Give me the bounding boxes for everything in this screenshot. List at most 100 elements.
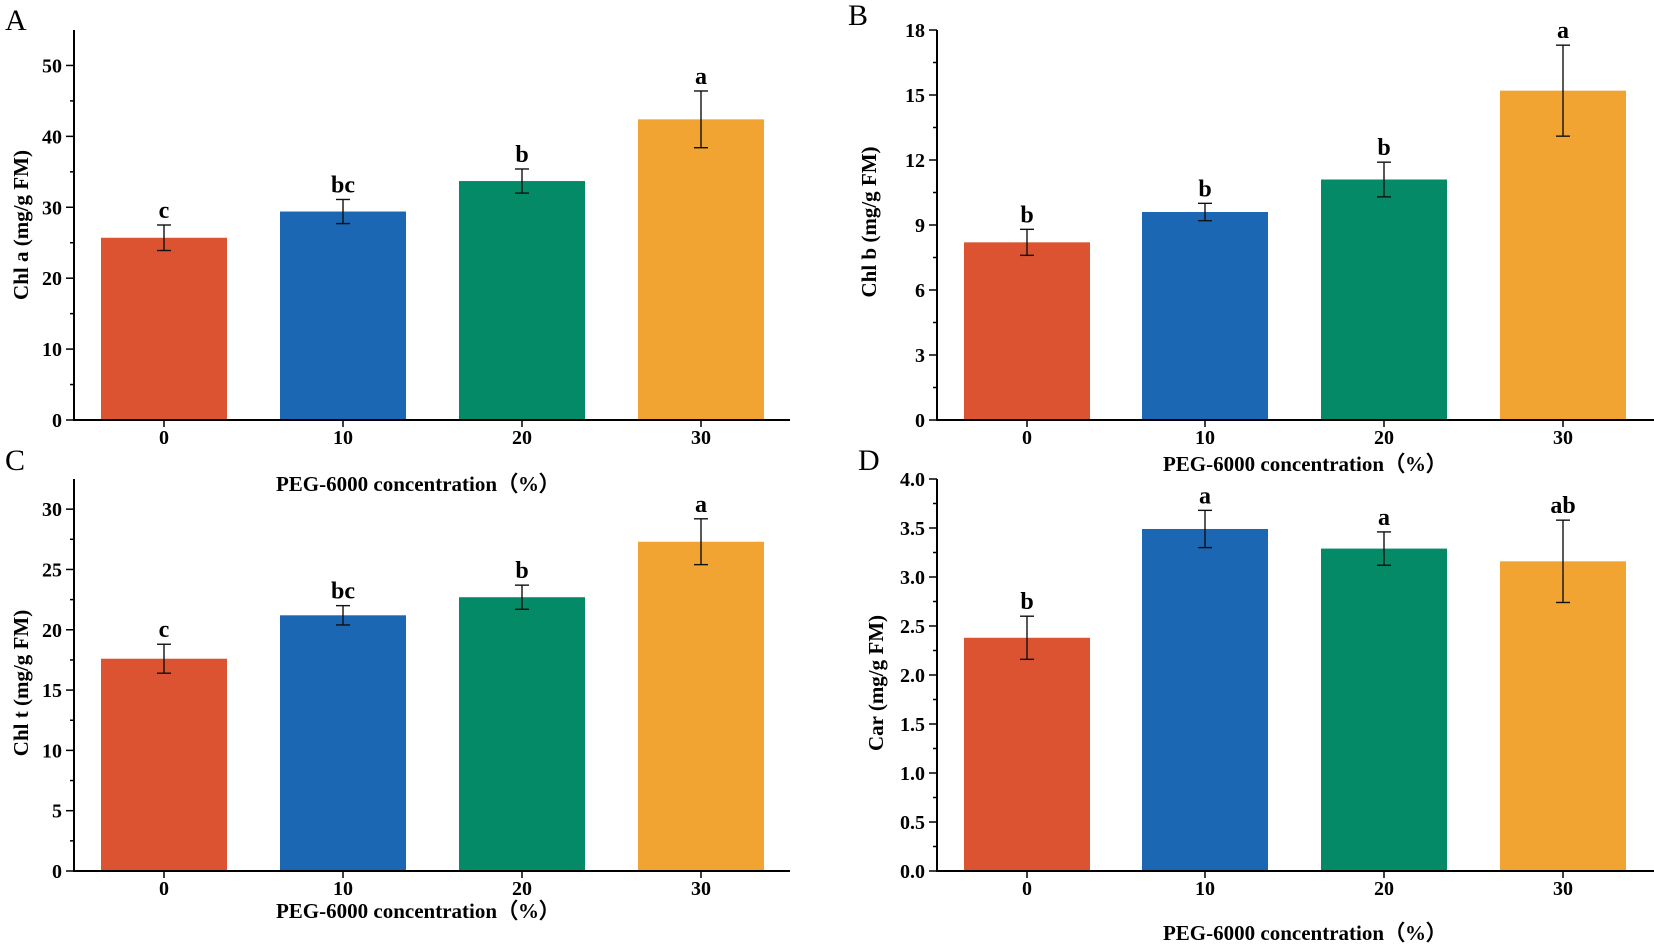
- x-tick-label-d: 20: [1374, 878, 1394, 900]
- bar-d-10: [1142, 528, 1268, 871]
- x-axis-title-d: PEG-6000 concentration（%）: [1163, 921, 1447, 945]
- significance-letter-a-10: bc: [331, 172, 355, 198]
- y-tick-label-b: 6: [915, 280, 925, 302]
- error-bar-a-10: [336, 198, 350, 225]
- y-tick-label-d: 2.0: [900, 665, 925, 687]
- y-tick-label-b: 3: [915, 345, 925, 367]
- x-tick-label-c: 20: [512, 878, 532, 900]
- x-tick-label-b: 30: [1553, 427, 1573, 449]
- panel-a: Ac bc b a 0 10 20 30 40 50 0 10 20 30 PEG-6000 concent…: [5, 4, 790, 496]
- x-tick-label-a: 10: [333, 427, 353, 449]
- y-tick-label-a: 40: [42, 126, 62, 148]
- y-tick-label-a: 10: [42, 339, 62, 361]
- significance-letter-c-0: c: [159, 617, 170, 643]
- significance-letter-c-30: a: [695, 492, 707, 518]
- error-bar-a-30: [694, 90, 708, 149]
- x-tick-label-c: 10: [333, 878, 353, 900]
- y-axis-title-d: Car (mg/g FM): [864, 615, 888, 751]
- x-tick-label-a: 20: [512, 427, 532, 449]
- bar-c-30: [638, 541, 764, 871]
- significance-letter-a-30: a: [695, 64, 707, 90]
- y-tick-label-b: 18: [905, 20, 925, 42]
- error-bar-b-30: [1556, 44, 1570, 137]
- y-tick-label-a: 50: [42, 55, 62, 77]
- y-tick-label-b: 9: [915, 215, 925, 237]
- y-tick-label-a: 20: [42, 268, 62, 290]
- x-axis-title-a: PEG-6000 concentration（%）: [276, 472, 560, 496]
- y-tick-label-d: 4.0: [900, 469, 925, 491]
- x-tick-label-b: 0: [1022, 427, 1032, 449]
- y-tick-label-d: 2.5: [900, 616, 925, 638]
- x-axis-title-c: PEG-6000 concentration（%）: [276, 899, 560, 923]
- error-bar-c-0: [157, 643, 171, 674]
- error-bar-a-20: [515, 168, 529, 194]
- significance-letter-c-10: bc: [331, 579, 355, 605]
- panel-d-letter: D: [858, 444, 880, 477]
- error-bar-a-0: [157, 224, 171, 252]
- panel-c-letter: C: [5, 444, 25, 477]
- error-bar-b-20: [1377, 161, 1391, 198]
- error-bar-d-20: [1377, 531, 1391, 566]
- x-tick-label-c: 0: [159, 878, 169, 900]
- y-tick-label-c: 5: [52, 801, 62, 823]
- y-tick-label-c: 0: [52, 861, 62, 883]
- significance-letter-d-10: a: [1199, 483, 1211, 509]
- y-tick-label-c: 25: [42, 559, 62, 581]
- significance-letter-b-10: b: [1198, 176, 1211, 202]
- y-tick-label-d: 0.0: [900, 861, 925, 883]
- x-axis-title-b: PEG-6000 concentration（%）: [1163, 452, 1447, 476]
- significance-letter-d-0: b: [1020, 589, 1033, 615]
- error-bar-c-30: [694, 518, 708, 566]
- bar-d-0: [964, 637, 1090, 871]
- bar-d-20: [1321, 548, 1447, 871]
- x-tick-label-d: 0: [1022, 878, 1032, 900]
- y-axis-title-c: Chl t (mg/g FM): [9, 610, 33, 756]
- bar-c-10: [280, 615, 406, 871]
- panel-d: Db a a ab 0.0 0.5 1.0 1.5 2.0 2.5 3.0 3.5 4.0 0 10 20 30…: [858, 444, 1654, 945]
- bar-c-0: [101, 658, 227, 871]
- x-tick-label-d: 30: [1553, 878, 1573, 900]
- error-bar-b-10: [1198, 202, 1212, 222]
- y-tick-label-b: 15: [905, 85, 925, 107]
- bar-a-20: [459, 181, 585, 420]
- bar-a-10: [280, 211, 406, 420]
- y-axis-title-b: Chl b (mg/g FM): [857, 146, 881, 297]
- y-axis-title-a: Chl a (mg/g FM): [9, 150, 33, 300]
- y-tick-label-b: 0: [915, 410, 925, 432]
- x-tick-label-b: 20: [1374, 427, 1394, 449]
- y-tick-label-d: 0.5: [900, 812, 925, 834]
- significance-letter-d-20: a: [1378, 505, 1390, 531]
- x-tick-label-b: 10: [1195, 427, 1215, 449]
- bar-b-30: [1500, 90, 1626, 421]
- y-tick-label-d: 3.0: [900, 567, 925, 589]
- y-tick-label-a: 0: [52, 410, 62, 432]
- bar-b-20: [1321, 179, 1447, 420]
- y-tick-label-a: 30: [42, 197, 62, 219]
- x-tick-label-d: 10: [1195, 878, 1215, 900]
- y-tick-label-c: 20: [42, 620, 62, 642]
- error-bar-d-0: [1020, 615, 1034, 661]
- error-bar-c-10: [336, 604, 350, 626]
- y-tick-label-c: 15: [42, 680, 62, 702]
- bar-a-0: [101, 237, 227, 420]
- y-tick-label-c: 30: [42, 499, 62, 521]
- y-tick-label-d: 1.0: [900, 763, 925, 785]
- x-tick-label-a: 0: [159, 427, 169, 449]
- significance-letter-a-20: b: [515, 142, 528, 168]
- bar-b-0: [964, 242, 1090, 420]
- y-tick-label-d: 3.5: [900, 518, 925, 540]
- significance-letter-b-20: b: [1377, 135, 1390, 161]
- bar-d-30: [1500, 561, 1626, 871]
- significance-letter-a-0: c: [159, 198, 170, 224]
- panel-a-letter: A: [5, 4, 27, 37]
- x-tick-label-c: 30: [691, 878, 711, 900]
- significance-letter-b-0: b: [1020, 202, 1033, 228]
- bar-b-10: [1142, 212, 1268, 420]
- x-tick-label-a: 30: [691, 427, 711, 449]
- y-tick-label-b: 12: [905, 150, 925, 172]
- error-bar-d-10: [1198, 509, 1212, 549]
- significance-letter-d-30: ab: [1550, 493, 1575, 519]
- error-bar-c-20: [515, 584, 529, 610]
- panel-b-letter: B: [848, 0, 868, 32]
